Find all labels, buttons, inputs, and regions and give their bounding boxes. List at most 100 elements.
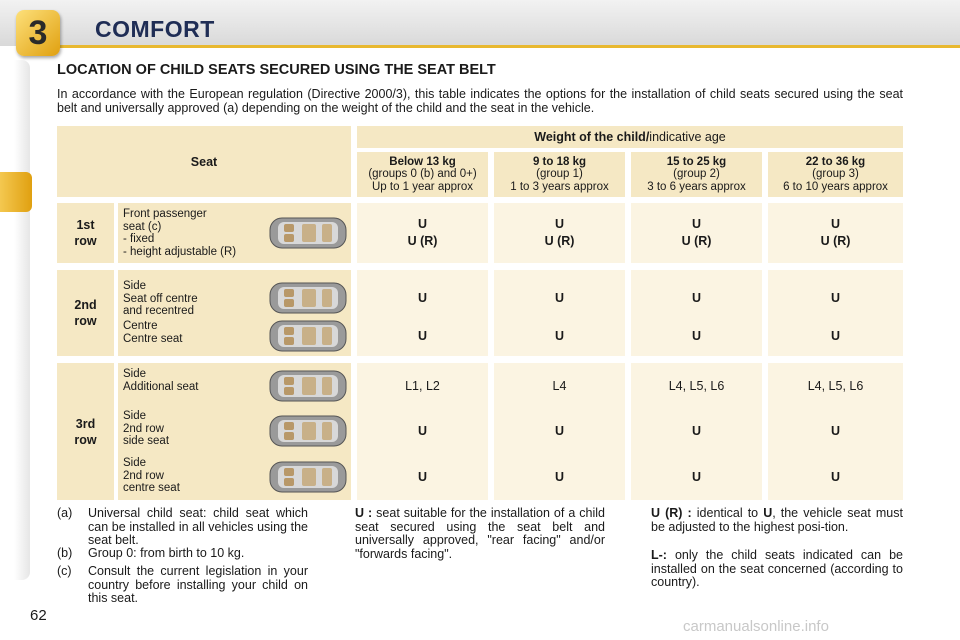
seat-option: U: [768, 410, 903, 452]
seat-header: Seat: [190, 154, 218, 169]
option-text: U: [830, 328, 841, 343]
footnote-mark: (a): [57, 506, 73, 520]
seat-description: Side Additional seat: [123, 368, 273, 393]
option-text: U: [691, 217, 702, 231]
legend-text: identical to: [691, 506, 764, 520]
seat-line: and recentred: [123, 305, 194, 317]
data-cell: [631, 203, 762, 263]
seat-line: - height adjustable (R): [123, 245, 237, 258]
seat-option: U: [357, 280, 488, 316]
weight-header-cell: Weight of the child/indicative age: [357, 126, 903, 148]
seat-option: L4: [494, 368, 625, 404]
row-label: row: [74, 314, 97, 328]
seat-option: U U (R): [768, 208, 903, 258]
column-weight: 22 to 36 kg: [805, 155, 866, 168]
seat-option: U: [494, 280, 625, 316]
seat-line: Side: [123, 368, 147, 380]
option-text: U: [830, 469, 841, 484]
seat-line: side seat: [123, 435, 170, 447]
row-label: row: [74, 432, 97, 447]
seat-line: Side: [123, 280, 147, 292]
seat-description: Side Seat off centre and recentred: [123, 280, 273, 318]
legend-text: only the child seats indicated can be in…: [651, 548, 903, 589]
car-icon: [269, 217, 347, 249]
data-cell: [631, 363, 762, 500]
side-tab-active: [0, 172, 32, 212]
seat-header-cell: Seat: [57, 126, 351, 197]
option-text: U: [417, 469, 428, 484]
seat-line: Centre: [123, 320, 158, 332]
seat-option: U: [768, 320, 903, 352]
column-age: 3 to 6 years approx: [647, 180, 746, 193]
side-tab-strip: [14, 60, 30, 580]
row-label: 3rd: [75, 416, 96, 431]
footnote-text: Consult the current legislation in your …: [88, 564, 308, 605]
column-group: (group 1): [536, 168, 583, 181]
option-text: U: [691, 423, 702, 438]
data-cell: [357, 203, 488, 263]
legend-term: U: [763, 506, 773, 520]
data-cell: [768, 363, 903, 500]
seat-line: 2nd row: [123, 422, 164, 435]
weight-header-normal: indicative age: [649, 130, 726, 144]
option-text: U: [417, 328, 428, 343]
option-text: U: [417, 290, 428, 305]
option-text: U: [554, 290, 565, 305]
column-header-cell: Below 13 kg (groups 0 (b) and 0+) Up to 1 …: [357, 152, 488, 197]
seat-option: U: [768, 280, 903, 316]
seat-option: U U (R): [631, 208, 762, 258]
option-text: U (R): [544, 234, 575, 248]
section-title: LOCATION OF CHILD SEATS SECURED USING TH…: [57, 62, 496, 78]
data-cell: [357, 363, 488, 500]
seat-option: U U (R): [494, 208, 625, 258]
legend-term: L-:: [651, 548, 667, 562]
footnote-mark: (b): [57, 546, 73, 560]
seat-description: Centre Centre seat: [123, 320, 273, 345]
side-tabs: [0, 60, 32, 580]
data-cell: [494, 363, 625, 500]
row-label-cell: 1st row: [57, 203, 114, 263]
row-label: 2nd: [74, 298, 97, 312]
option-text: L1, L2: [405, 378, 440, 393]
seat-description: Side 2nd row centre seat: [123, 457, 273, 495]
row-label: 1st: [76, 218, 95, 232]
seat-option: U: [631, 280, 762, 316]
legend-u: U : seat suitable for the installation o…: [355, 506, 605, 561]
row-label-cell: 2nd row: [57, 270, 114, 356]
option-text: U: [691, 290, 702, 305]
legend-l: L-: only the child seats indicated can b…: [651, 548, 903, 590]
option-text: U: [554, 217, 565, 231]
seat-line: 2nd row: [123, 469, 164, 482]
seat-line: Centre seat: [123, 332, 183, 345]
seat-option: U: [631, 457, 762, 497]
seat-line: Side: [123, 457, 147, 469]
seat-option: U: [494, 320, 625, 352]
seat-line: Seat off centre: [123, 292, 198, 305]
seat-line: - fixed: [123, 233, 155, 245]
option-text: U: [830, 290, 841, 305]
weight-header-bold: Weight of the child/: [534, 130, 650, 144]
column-group: (group 3): [812, 168, 859, 181]
column-group: (group 2): [673, 168, 720, 181]
legend-term: U :: [355, 506, 373, 520]
column-weight: 9 to 18 kg: [532, 155, 587, 168]
option-text: U: [830, 423, 841, 438]
column-weight: 15 to 25 kg: [666, 155, 727, 168]
column-group: (groups 0 (b) and 0+): [368, 168, 477, 181]
seat-option: U: [494, 457, 625, 497]
column-header-cell: 22 to 36 kg (group 3) 6 to 10 years approx: [768, 152, 903, 197]
data-cell: [357, 270, 488, 356]
watermark: carmanualsonline.info: [683, 618, 829, 635]
option-text: U: [554, 423, 565, 438]
car-icon: [269, 320, 347, 352]
option-text: U: [830, 217, 841, 231]
seat-option: U: [357, 457, 488, 497]
column-header-cell: 9 to 18 kg (group 1) 1 to 3 years approx: [494, 152, 625, 197]
chapter-number: 3: [28, 13, 48, 52]
car-icon: [269, 415, 347, 447]
footnote-mark: (c): [57, 564, 72, 578]
data-cell: [631, 270, 762, 356]
seat-option: L1, L2: [357, 368, 488, 404]
seat-option: U U (R): [357, 208, 488, 258]
